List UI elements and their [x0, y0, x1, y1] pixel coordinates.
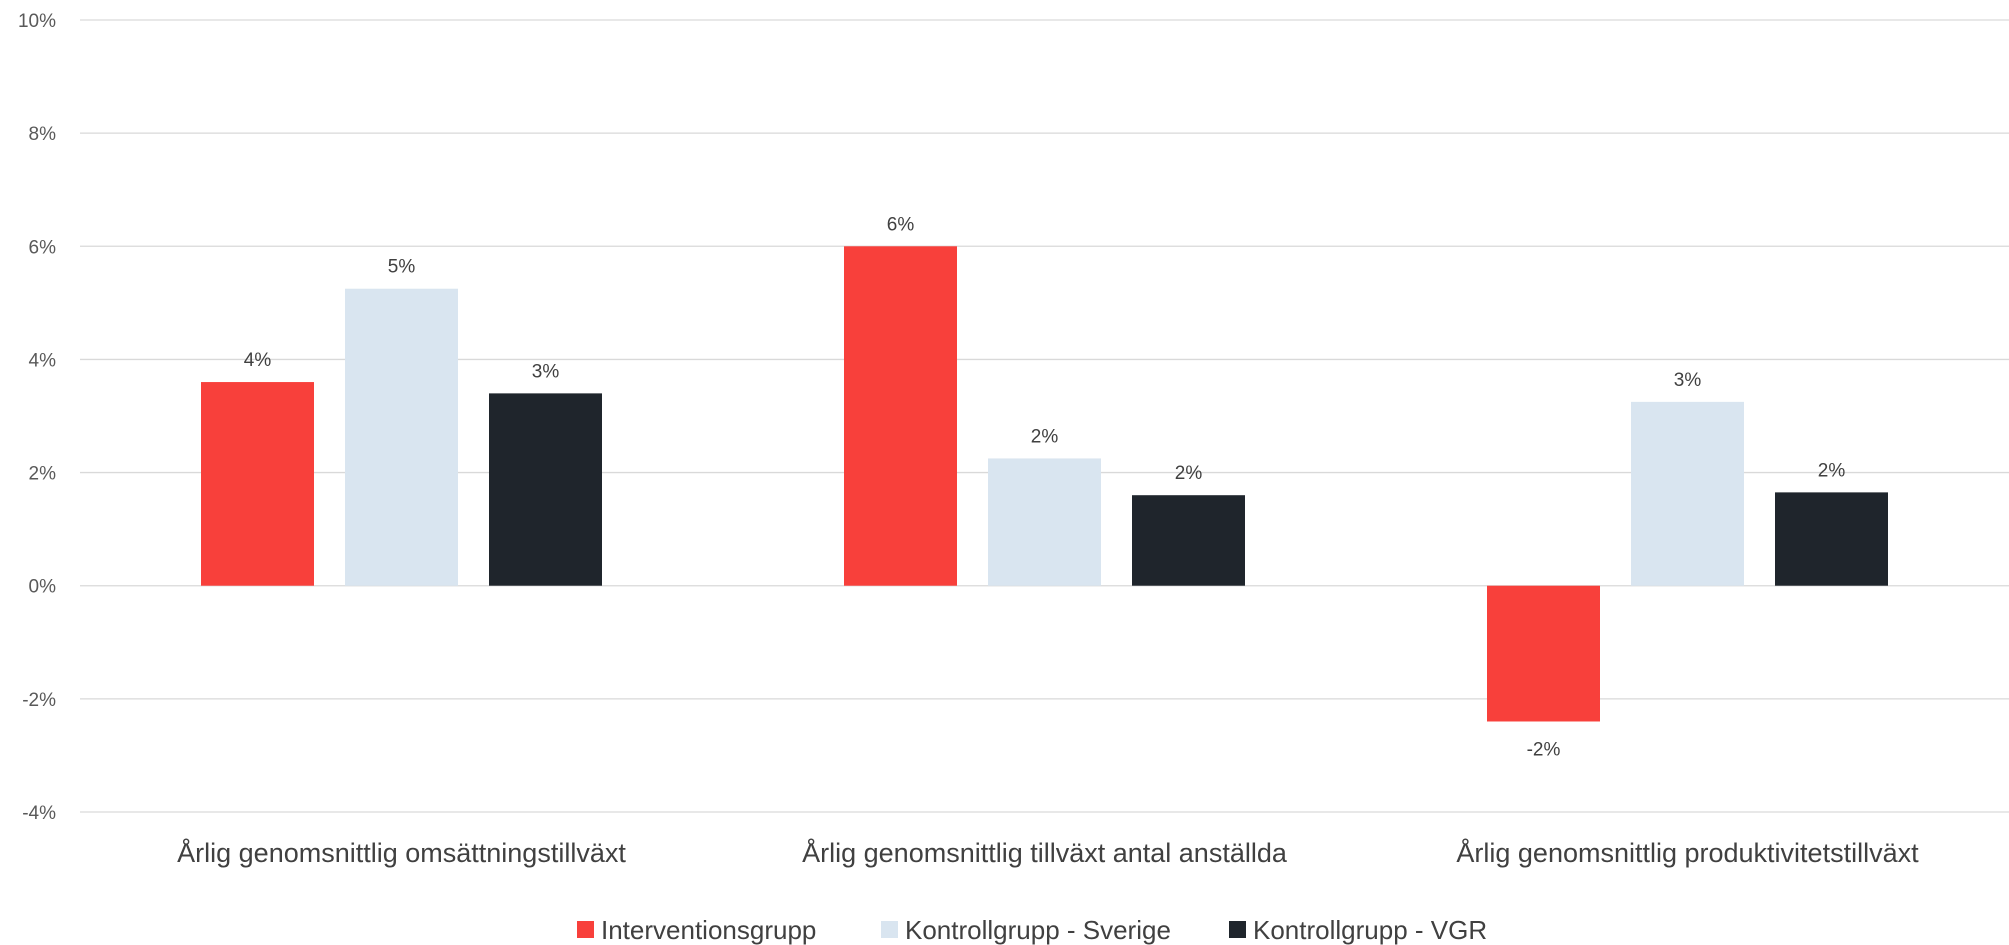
bar [844, 246, 957, 586]
y-tick-label: 0% [29, 577, 57, 598]
y-tick-label: 6% [29, 237, 57, 258]
y-tick-label: 10% [18, 11, 56, 32]
bar [1487, 585, 1600, 722]
y-tick-label: -2% [22, 690, 56, 711]
legend-swatch [577, 921, 594, 938]
legend-label: Kontrollgrupp - Sverige [905, 915, 1171, 945]
legend-swatch [881, 921, 898, 938]
data-label: 3% [1674, 370, 1702, 391]
legend-swatch [1229, 921, 1246, 938]
legend: Interventionsgrupp Kontrollgrupp - Sverig… [577, 915, 1487, 945]
data-label: 6% [887, 214, 915, 235]
data-label: 2% [1175, 463, 1203, 484]
y-axis: -4% -2% 0% 2% 4% 6% 8% 10% [18, 11, 56, 824]
bar [1631, 401, 1744, 586]
y-tick-label: 4% [29, 350, 57, 371]
category-label: Årlig genomsnittlig omsättningstillväxt [177, 837, 626, 868]
y-tick-label: -4% [22, 803, 56, 824]
legend-label: Kontrollgrupp - VGR [1253, 915, 1487, 945]
data-label: 4% [244, 350, 272, 371]
bar [201, 382, 314, 586]
bar [1775, 492, 1888, 586]
legend-label: Interventionsgrupp [601, 915, 816, 945]
x-axis: Årlig genomsnittlig omsättningstillväxt Å… [177, 837, 1919, 868]
bars [201, 246, 1888, 722]
data-label: 2% [1031, 426, 1059, 447]
category-label: Årlig genomsnittlig produktivitetstillvä… [1456, 837, 1919, 868]
data-label: 2% [1818, 460, 1846, 481]
bar [345, 288, 458, 586]
bar [988, 458, 1101, 586]
data-labels: 4% 5% 3% 6% 2% 2% -2% 3% 2% [244, 214, 1846, 760]
data-label: 3% [532, 361, 560, 382]
y-tick-label: 8% [29, 124, 57, 145]
bar [1132, 495, 1245, 586]
bar [489, 393, 602, 586]
data-label: -2% [1527, 739, 1561, 760]
category-label: Årlig genomsnittlig tillväxt antal anstä… [802, 837, 1288, 868]
y-tick-label: 2% [29, 464, 57, 485]
data-label: 5% [388, 257, 416, 278]
